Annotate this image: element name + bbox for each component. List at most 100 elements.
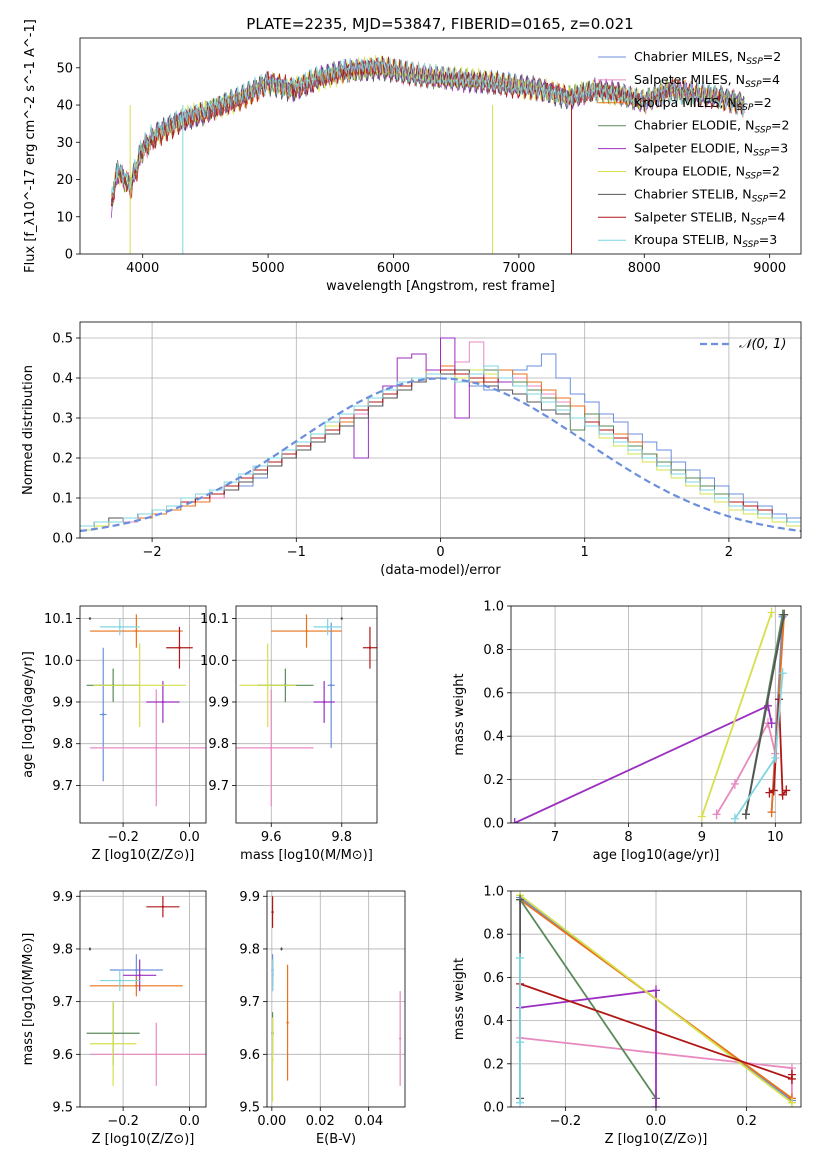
y-tick-label: 40: [56, 99, 73, 114]
plot-area: [80, 322, 801, 538]
weight-marker: [774, 694, 783, 705]
legend-label: Salpeter MILES, NSSP=4: [634, 72, 780, 90]
data-point: [322, 700, 326, 704]
plot-area: [80, 891, 206, 1107]
x-tick-label: 7000: [502, 261, 535, 276]
y-tick-label: 9.6: [239, 1048, 260, 1063]
weight-marker: [730, 813, 739, 823]
legend-label: Kroupa ELODIE, NSSP=2: [634, 164, 780, 182]
weight-line: [701, 612, 773, 817]
weight-marker: [769, 785, 778, 796]
data-point: [340, 617, 343, 620]
plot-area: [236, 606, 377, 823]
y-tick-label: 10.1: [200, 612, 229, 627]
data-point: [138, 684, 141, 687]
y-tick-label: 9.7: [208, 779, 229, 794]
y-tick-label: 0.4: [52, 372, 73, 387]
x-tick-label: 5000: [252, 261, 285, 276]
data-point: [161, 700, 165, 704]
x-tick-label: 2: [725, 545, 733, 560]
plot-area: [511, 891, 801, 1107]
weight-marker: [516, 952, 525, 963]
panel-8: −0.2 0.0 0.2 0.0 0.2 0.4 0.6 0.8 1.0 Z [log10(Z/Z…: [452, 885, 802, 1147]
y-tick-label: 0.2: [52, 452, 73, 467]
weight-line: [519, 894, 793, 1104]
axes-frame: [79, 37, 802, 255]
axes-frame: [510, 605, 802, 824]
x-tick-label: 1: [581, 545, 589, 560]
legend-label: Salpeter ELODIE, NSSP=3: [634, 141, 788, 159]
gaussian-reference-line: [80, 377, 801, 533]
y-tick-label: 9.8: [52, 737, 73, 752]
y-axis-label: mass weight: [452, 958, 467, 1040]
data-point: [161, 905, 165, 909]
weight-marker: [741, 809, 750, 820]
weight-marker: [782, 785, 791, 796]
y-tick-label: 0.6: [483, 971, 504, 986]
data-point: [326, 625, 329, 629]
y-tick-label: 0.8: [483, 643, 504, 658]
y-tick-label: 10: [56, 210, 73, 225]
y-tick-label: 9.7: [52, 995, 73, 1010]
y-tick-label: 9.8: [208, 737, 229, 752]
axes-frame: [79, 605, 207, 824]
x-tick-label: 9: [698, 830, 706, 845]
y-tick-label: 9.5: [52, 1101, 73, 1116]
axes-frame: [266, 890, 406, 1108]
panel-6: −0.2 0.0 9.5 9.6 9.7 9.8 9.9 Z [log10(Z/Z⊙)] mas…: [21, 890, 207, 1147]
y-tick-label: 9.7: [52, 779, 73, 794]
x-tick-label: 7: [551, 830, 559, 845]
y-tick-label: 9.8: [239, 942, 260, 957]
panel-4: 9.6 9.8 9.7 9.8 9.9 10.0 10.1 mass [log10(M/M⊙)…: [200, 605, 378, 863]
weight-marker: [787, 1097, 796, 1107]
x-tick-label: 0.04: [354, 1114, 383, 1129]
x-tick-label: 9.6: [261, 830, 282, 845]
weight-marker: [652, 1102, 660, 1107]
data-point: [398, 1037, 402, 1040]
data-point: [155, 746, 158, 750]
data-point: [135, 968, 138, 972]
legend-label: Chabrier STELIB, NSSP=2: [634, 186, 787, 204]
panel-7: 0.00 0.02 0.04 9.5 9.6 9.7 9.8 9.9 E(B-V): [239, 890, 406, 1147]
figure-title: PLATE=2235, MJD=53847, FIBERID=0165, z=0…: [246, 15, 633, 33]
y-tick-label: 10.1: [44, 612, 73, 627]
data-point: [271, 910, 274, 914]
y-tick-label: 0.1: [52, 492, 73, 507]
y-tick-label: 10.0: [44, 654, 73, 669]
panel-1: 4000 5000 6000 7000 8000 9000 0 10 20 30 40 50 wavel…: [23, 19, 802, 294]
x-tick-label: −0.2: [550, 1114, 582, 1129]
x-axis-label: wavelength [Angstrom, rest frame]: [326, 279, 555, 294]
y-tick-label: 1.0: [483, 600, 504, 615]
x-tick-label: 0.0: [179, 830, 200, 845]
y-axis-label: age [log10(age/yr)]: [21, 651, 36, 778]
data-point: [286, 1021, 289, 1024]
data-point: [138, 974, 141, 977]
x-tick-label: 0.00: [257, 1114, 286, 1129]
x-axis-label: E(B-V): [316, 1132, 356, 1147]
data-point: [271, 974, 274, 977]
x-tick-label: −0.2: [107, 830, 139, 845]
data-point: [135, 984, 138, 988]
weight-marker: [511, 818, 519, 823]
legend-label: Chabrier ELODIE, NSSP=2: [634, 118, 789, 136]
y-tick-label: 0.2: [483, 773, 504, 788]
x-axis-label: Z [log10(Z/Z⊙)]: [92, 1132, 195, 1147]
y-tick-label: 0.0: [52, 532, 73, 547]
panel-3: −0.2 0.0 9.7 9.8 9.9 10.0 10.1 Z [log10(Z/Z⊙)] a…: [21, 605, 207, 863]
data-point: [368, 646, 372, 649]
x-tick-label: 8: [624, 830, 632, 845]
data-point: [118, 625, 121, 629]
x-axis-label: age [log10(age/yr)]: [593, 848, 720, 863]
y-tick-label: 0.4: [483, 1014, 504, 1029]
y-tick-label: 10.0: [200, 654, 229, 669]
data-point: [329, 684, 333, 687]
data-point: [155, 1053, 158, 1056]
data-point: [88, 617, 92, 620]
x-tick-label: 9000: [753, 261, 786, 276]
weight-marker: [516, 1037, 525, 1048]
x-tick-label: 6000: [377, 261, 410, 276]
weight-marker: [767, 718, 776, 729]
y-tick-label: 50: [56, 61, 73, 76]
panel-5: 7 8 9 10 0.0 0.2 0.4 0.6 0.8 1.0 age [log10(age/yr…: [452, 600, 802, 863]
